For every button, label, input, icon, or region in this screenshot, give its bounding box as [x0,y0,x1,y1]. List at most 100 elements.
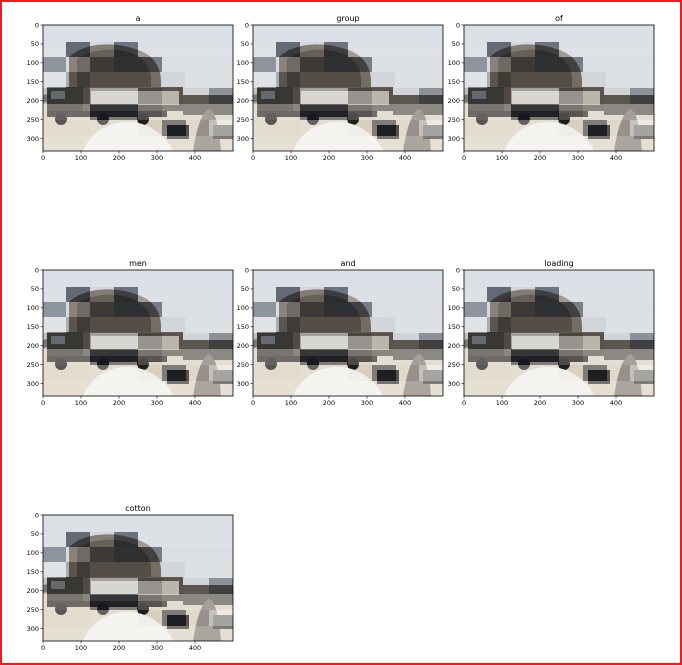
axes-frame [42,269,234,397]
y-tick-label: 250 [237,116,249,124]
x-tick-label: 100 [75,399,87,407]
x-tick-label: 400 [610,154,622,162]
y-tick-label: 150 [27,323,39,331]
x-tick-label: 300 [572,154,584,162]
panel-title: men [129,259,147,268]
y-tick-label: 0 [35,511,39,519]
panel-title: of [555,14,563,23]
x-tick-label: 0 [462,154,466,162]
x-tick-label: 200 [534,399,546,407]
y-tick-label: 50 [31,530,39,538]
panel-grid: a 0 100 200 300 400 0 50 100 150 200 250 300 group 0 10… [27,14,655,652]
x-tick-label: 0 [41,154,45,162]
y-tick-label: 150 [27,568,39,576]
y-tick-label: 100 [448,304,460,312]
y-tick-label: 200 [448,97,460,105]
axes-frame [42,24,234,152]
y-tick-label: 300 [448,135,460,143]
x-tick-label: 400 [399,399,411,407]
axes-frame [252,24,444,152]
attention-heatmap [253,270,443,396]
x-tick-label: 400 [189,399,201,407]
panel-group: group 0 100 200 300 400 0 50 100 150 200 250 300 [237,14,444,162]
y-tick-label: 0 [245,21,249,29]
y-tick-label: 0 [35,21,39,29]
x-tick-label: 100 [75,154,87,162]
x-tick-label: 200 [323,399,335,407]
panel-title: and [340,259,355,268]
x-tick-label: 0 [462,399,466,407]
x-tick-label: 0 [251,399,255,407]
y-tick-label: 150 [237,78,249,86]
x-tick-label: 100 [75,644,87,652]
x-tick-label: 200 [323,154,335,162]
x-tick-label: 300 [361,399,373,407]
x-tick-label: 300 [572,399,584,407]
axes-frame [463,24,655,152]
y-tick-label: 300 [237,135,249,143]
x-tick-label: 400 [610,399,622,407]
y-tick-label: 250 [27,361,39,369]
x-tick-label: 400 [189,154,201,162]
x-tick-label: 200 [113,399,125,407]
y-tick-label: 50 [31,285,39,293]
y-tick-label: 300 [27,380,39,388]
y-tick-label: 300 [237,380,249,388]
y-tick-label: 200 [27,342,39,350]
attention-heatmap [43,25,233,151]
panel-title: a [136,14,141,23]
y-tick-label: 300 [27,135,39,143]
y-tick-label: 250 [27,116,39,124]
y-tick-label: 100 [448,59,460,67]
y-tick-label: 50 [241,40,249,48]
y-tick-label: 250 [237,361,249,369]
panel-men: men 0 100 200 300 400 0 50 100 150 200 250 300 [27,259,234,407]
y-tick-label: 50 [452,40,460,48]
axes-frame [252,269,444,397]
axes-frame [463,269,655,397]
y-tick-label: 0 [456,21,460,29]
y-tick-label: 150 [27,78,39,86]
y-tick-label: 200 [27,587,39,595]
y-tick-label: 200 [448,342,460,350]
x-tick-label: 0 [251,154,255,162]
x-tick-label: 200 [534,154,546,162]
x-tick-label: 100 [496,399,508,407]
panel-loading: loading 0 100 200 300 400 0 50 100 150 200 250 300 [448,259,655,407]
attention-heatmap [43,270,233,396]
panel-of: of 0 100 200 300 400 0 50 100 150 200 250 300 [448,14,655,162]
x-tick-label: 300 [361,154,373,162]
y-tick-label: 100 [27,304,39,312]
y-tick-label: 0 [35,266,39,274]
x-tick-label: 300 [151,644,163,652]
panel-title: group [336,14,359,23]
x-tick-label: 100 [285,154,297,162]
x-tick-label: 200 [113,644,125,652]
y-tick-label: 100 [27,549,39,557]
y-tick-label: 250 [27,606,39,614]
panel-title: cotton [125,504,151,513]
attention-heatmap [253,25,443,151]
y-tick-label: 250 [448,361,460,369]
y-tick-label: 300 [448,380,460,388]
x-tick-label: 0 [41,399,45,407]
y-tick-label: 50 [452,285,460,293]
y-tick-label: 50 [241,285,249,293]
y-tick-label: 100 [237,59,249,67]
x-tick-label: 100 [496,154,508,162]
attention-heatmap [43,515,233,641]
y-tick-label: 0 [245,266,249,274]
y-tick-label: 200 [27,97,39,105]
y-tick-label: 50 [31,40,39,48]
attention-heatmap [464,25,654,151]
y-tick-label: 150 [237,323,249,331]
panel-title: loading [544,259,573,268]
x-tick-label: 300 [151,399,163,407]
x-tick-label: 0 [41,644,45,652]
x-tick-label: 400 [189,644,201,652]
y-tick-label: 150 [448,78,460,86]
x-tick-label: 200 [113,154,125,162]
panel-and: and 0 100 200 300 400 0 50 100 150 200 250 300 [237,259,444,407]
panel-cotton: cotton 0 100 200 300 400 0 50 100 150 200 250 300 [27,504,234,652]
